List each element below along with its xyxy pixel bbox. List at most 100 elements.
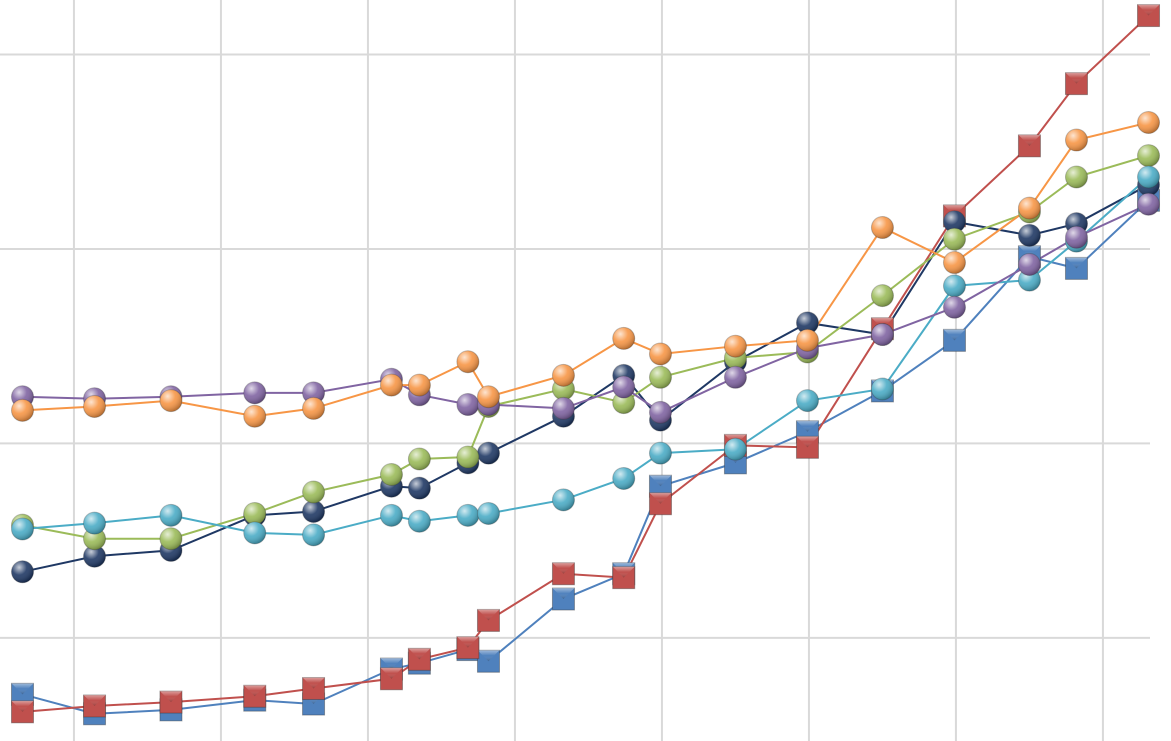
- marker-shade: [552, 562, 575, 574]
- marker-shade: [83, 512, 106, 535]
- marker-shade: [943, 296, 966, 319]
- marker-shade: [456, 350, 479, 373]
- marker-shade: [796, 329, 819, 352]
- marker-shade: [1137, 193, 1160, 216]
- marker-shade: [380, 667, 403, 679]
- marker-shade: [943, 329, 966, 341]
- marker-shade: [1018, 253, 1041, 276]
- marker-shade: [1137, 165, 1160, 188]
- marker-shade: [408, 447, 431, 470]
- marker-shade: [380, 658, 403, 670]
- marker-shade: [552, 397, 575, 420]
- marker-shade: [871, 284, 894, 307]
- marker-shade: [477, 502, 500, 525]
- marker-shade: [456, 393, 479, 416]
- marker-shade: [477, 442, 500, 465]
- series-line: [22, 183, 1149, 573]
- marker-shade: [456, 446, 479, 469]
- marker-shade: [408, 477, 431, 500]
- marker-shade: [243, 381, 266, 404]
- marker-shade: [796, 436, 819, 448]
- marker-shade: [408, 374, 431, 397]
- marker-shade: [649, 442, 672, 465]
- marker-shade: [1137, 144, 1160, 167]
- marker-shade: [649, 342, 672, 365]
- marker-shade: [1065, 165, 1088, 188]
- marker-shade: [943, 251, 966, 274]
- marker-shade: [943, 274, 966, 297]
- series-line: [22, 203, 1149, 414]
- marker-shade: [1065, 129, 1088, 152]
- marker-shade: [83, 694, 106, 706]
- marker-shade: [159, 527, 182, 550]
- marker-shade: [380, 374, 403, 397]
- marker-shade: [83, 545, 106, 568]
- marker-shade: [724, 335, 747, 358]
- marker-shade: [477, 385, 500, 408]
- marker-shade: [477, 650, 500, 662]
- marker-shade: [612, 566, 635, 578]
- marker-shade: [302, 523, 325, 546]
- marker-shade: [871, 377, 894, 400]
- marker-shade: [83, 395, 106, 418]
- marker-shade: [871, 216, 894, 239]
- marker-shade: [1065, 72, 1088, 84]
- marker-shade: [871, 323, 894, 346]
- series-line: [22, 154, 1149, 540]
- marker-shade: [612, 467, 635, 490]
- marker-shade: [243, 521, 266, 544]
- marker-shade: [380, 504, 403, 527]
- marker-shade: [871, 317, 894, 329]
- marker-shade: [408, 510, 431, 533]
- marker-shade: [11, 399, 34, 422]
- marker-shade: [456, 636, 479, 648]
- marker-shade: [380, 463, 403, 486]
- marker-shade: [159, 691, 182, 703]
- marker-shade: [1018, 245, 1041, 257]
- marker-shade: [243, 685, 266, 697]
- marker-shade: [649, 401, 672, 424]
- series-line: [22, 14, 1150, 713]
- marker-shade: [159, 389, 182, 412]
- marker-shade: [1018, 134, 1041, 146]
- marker-shade: [612, 376, 635, 399]
- marker-shade: [83, 527, 106, 550]
- marker-shade: [11, 518, 34, 541]
- marker-shade: [1065, 257, 1088, 269]
- marker-shade: [552, 364, 575, 387]
- marker-shade: [796, 389, 819, 412]
- marker-shade: [408, 648, 431, 660]
- marker-shade: [456, 504, 479, 527]
- marker-shade: [1018, 269, 1041, 292]
- marker-shade: [159, 504, 182, 527]
- marker-shade: [1018, 224, 1041, 247]
- marker-shade: [649, 492, 672, 504]
- marker-shade: [477, 609, 500, 621]
- marker-shade: [724, 366, 747, 389]
- series-line: [22, 199, 1150, 715]
- marker-shade: [649, 366, 672, 389]
- marker-shade: [649, 475, 672, 487]
- marker-shade: [302, 677, 325, 689]
- marker-shade: [243, 502, 266, 525]
- marker-shade: [243, 405, 266, 428]
- marker-shade: [302, 381, 325, 404]
- marker-shade: [1065, 226, 1088, 249]
- marker-shade: [943, 228, 966, 251]
- marker-shade: [1137, 111, 1160, 134]
- marker-shade: [302, 500, 325, 523]
- marker-shade: [724, 438, 747, 461]
- marker-shade: [796, 311, 819, 334]
- marker-shade: [1137, 4, 1160, 16]
- marker-shade: [612, 391, 635, 414]
- marker-shade: [943, 210, 966, 233]
- series-line: [22, 121, 1149, 418]
- marker-shade: [943, 204, 966, 216]
- marker-shade: [1018, 197, 1041, 220]
- marker-shade: [11, 683, 34, 695]
- marker-shade: [11, 560, 34, 583]
- marker-shade: [552, 588, 575, 600]
- marker-shade: [302, 481, 325, 504]
- marker-shade: [612, 327, 635, 350]
